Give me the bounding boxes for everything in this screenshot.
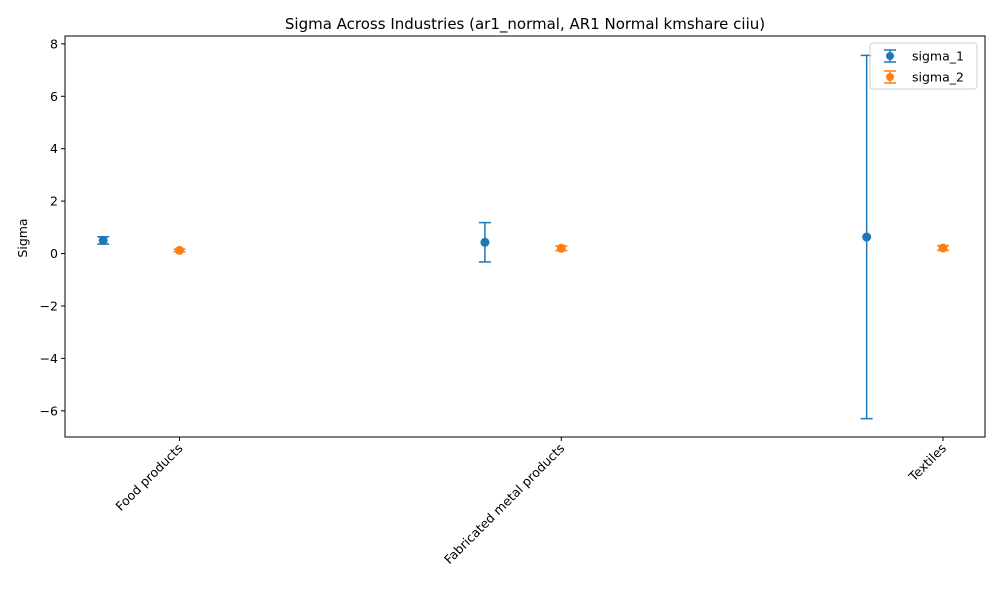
plot-area xyxy=(97,54,950,420)
sigma_1-point xyxy=(862,232,872,242)
legend-sigma_2-label: sigma_2 xyxy=(912,70,964,85)
y-axis-title: Sigma xyxy=(15,218,30,257)
legend-sigma_1-marker xyxy=(886,52,894,60)
y-tick-label: −4 xyxy=(40,351,58,366)
legend-sigma_1-label: sigma_1 xyxy=(912,49,964,64)
y-tick-label: 4 xyxy=(50,141,58,156)
y-tick-label: 2 xyxy=(50,194,58,209)
x-tick-label: Fabricated metal products xyxy=(441,441,567,567)
y-tick-label: −2 xyxy=(40,298,58,313)
y-tick-label: 8 xyxy=(50,36,58,51)
legend: sigma_1 sigma_2 xyxy=(869,42,978,90)
x-tick-label: Textiles xyxy=(905,441,949,485)
legend-sigma_2-marker xyxy=(886,73,894,81)
legend-frame xyxy=(869,42,978,90)
sigma_2-point xyxy=(175,245,185,255)
chart-title: Sigma Across Industries (ar1_normal, AR1… xyxy=(285,15,765,34)
x-tick-label: Food products xyxy=(112,441,185,514)
plot-frame xyxy=(64,35,986,438)
sigma_1-point xyxy=(98,235,108,245)
y-tick-label: 0 xyxy=(50,246,58,261)
sigma_1-point xyxy=(480,237,490,247)
sigma_2-point xyxy=(556,243,566,253)
sigma_2-point xyxy=(938,243,948,253)
y-tick-label: 6 xyxy=(50,89,58,104)
y-tick-label: −6 xyxy=(40,403,58,418)
